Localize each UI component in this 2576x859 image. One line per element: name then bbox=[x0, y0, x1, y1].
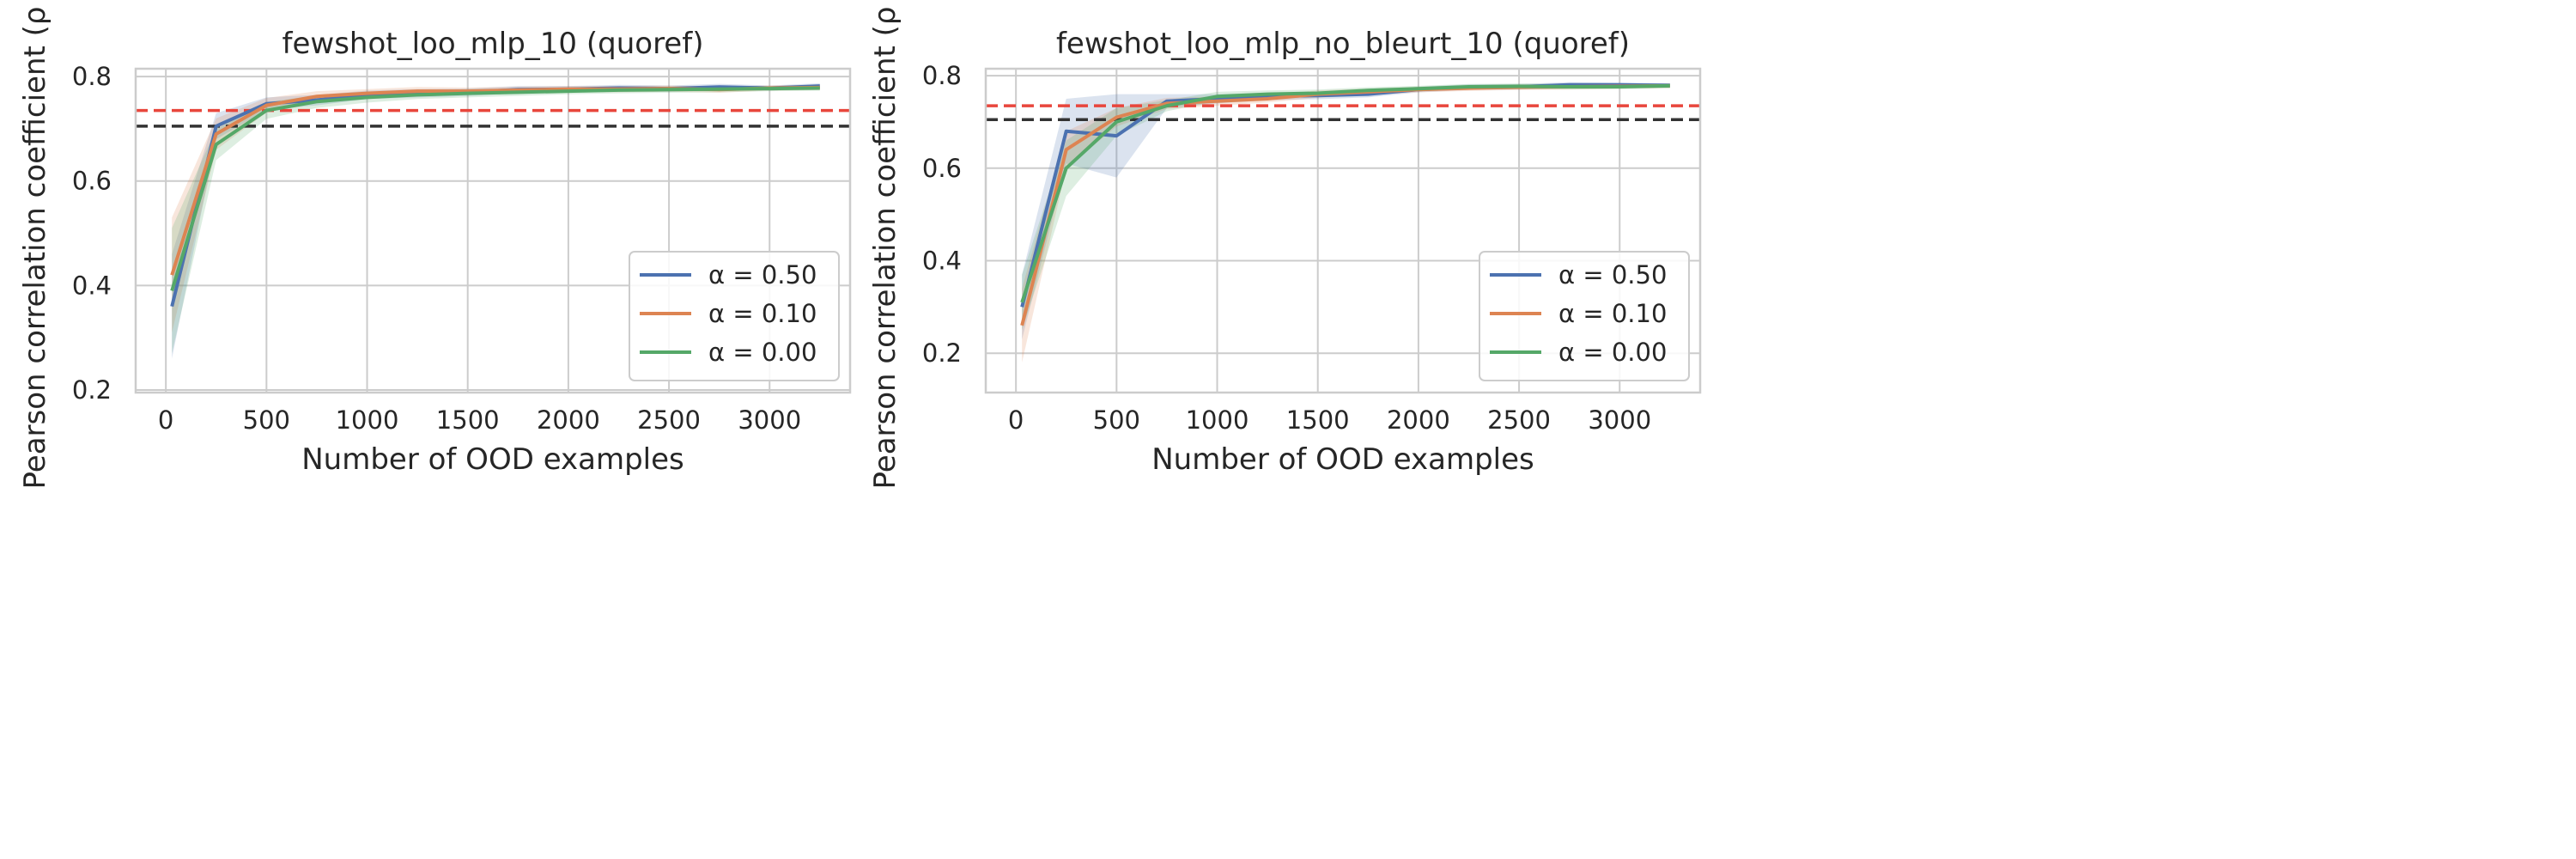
series-band-1 bbox=[1022, 82, 1670, 340]
x-tick-label: 3000 bbox=[1588, 405, 1651, 435]
x-axis-title: Number of OOD examples bbox=[301, 442, 684, 477]
x-tick-label: 500 bbox=[1093, 405, 1140, 435]
y-tick-label: 0.2 bbox=[922, 338, 962, 368]
x-axis-title: Number of OOD examples bbox=[1151, 442, 1534, 477]
y-tick-label: 0.4 bbox=[922, 247, 962, 276]
legend: α = 0.50 α = 0.10 α = 0.00 bbox=[629, 251, 840, 381]
x-tick-label: 2000 bbox=[1387, 405, 1450, 435]
y-tick-label: 0.4 bbox=[72, 271, 112, 300]
legend-label-1: α = 0.50 bbox=[708, 260, 817, 289]
legend: α = 0.50 α = 0.10 α = 0.00 bbox=[1479, 251, 1690, 381]
x-tick-label: 1000 bbox=[336, 405, 399, 435]
x-tick-label: 500 bbox=[243, 405, 290, 435]
x-tick-label: 1000 bbox=[1186, 405, 1249, 435]
legend-box bbox=[629, 251, 840, 381]
series-line-3 bbox=[1020, 83, 1670, 303]
chart-title: fewshot_loo_mlp_10 (quoref) bbox=[283, 27, 704, 61]
plot-frame bbox=[134, 67, 852, 394]
chart-panel-1: 0 500 1000 1500 2000 2500 3000 0.2 0.4 0.6 0.8 fews… bbox=[18, 6, 852, 490]
y-tick-label: 0.2 bbox=[72, 375, 112, 405]
chart-title: fewshot_loo_mlp_no_bleurt_10 (quoref) bbox=[1056, 27, 1630, 61]
x-tick-label: 0 bbox=[1008, 405, 1024, 435]
y-axis-title: Pearson correlation coefficient (ρ bbox=[18, 6, 52, 489]
x-tick-label: 2000 bbox=[537, 405, 600, 435]
legend-label-3: α = 0.00 bbox=[1558, 338, 1667, 367]
y-tick-label: 0.8 bbox=[922, 61, 962, 90]
x-tick-label: 2500 bbox=[637, 405, 701, 435]
x-tick-label: 2500 bbox=[1487, 405, 1551, 435]
x-tick-label: 1500 bbox=[1286, 405, 1350, 435]
y-axis-title: Pearson correlation coefficient (ρ bbox=[868, 6, 902, 489]
series-line-3 bbox=[170, 86, 820, 291]
legend-label-1: α = 0.50 bbox=[1558, 260, 1667, 289]
y-tick-label: 0.8 bbox=[72, 62, 112, 91]
legend-label-2: α = 0.10 bbox=[708, 299, 817, 328]
x-tick-label: 0 bbox=[158, 405, 173, 435]
y-tick-label: 0.6 bbox=[922, 154, 962, 183]
chart-panel-2: 0 500 1000 1500 2000 2500 3000 0.2 0.4 0.6 0.8 fews… bbox=[868, 6, 1702, 490]
legend-box bbox=[1479, 251, 1690, 381]
legend-label-3: α = 0.00 bbox=[708, 338, 817, 367]
plot-frame bbox=[984, 67, 1702, 394]
x-tick-label: 1500 bbox=[436, 405, 500, 435]
y-tick-label: 0.6 bbox=[72, 167, 112, 196]
x-tick-label: 3000 bbox=[738, 405, 801, 435]
legend-label-2: α = 0.10 bbox=[1558, 299, 1667, 328]
